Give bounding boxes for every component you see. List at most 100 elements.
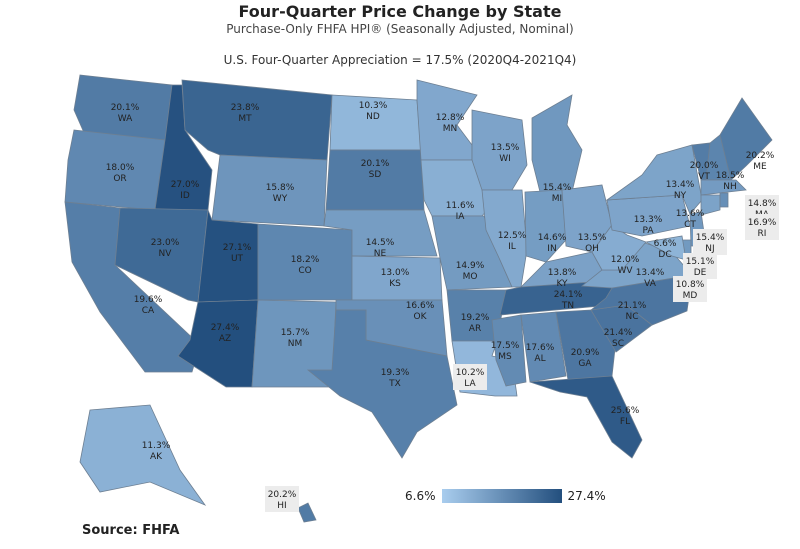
state-value: 16.9% xyxy=(748,218,777,228)
state-abbr: KS xyxy=(389,279,401,289)
state-value: 23.0% xyxy=(151,238,180,248)
state-abbr: VT xyxy=(698,172,710,182)
state-label-fl: 25.6%FL xyxy=(611,406,640,427)
state-ny[interactable] xyxy=(605,144,703,215)
state-abbr: IN xyxy=(547,244,556,254)
state-ak[interactable] xyxy=(79,404,207,506)
state-value: 13.8% xyxy=(548,268,577,278)
state-or[interactable] xyxy=(64,129,166,211)
state-in[interactable] xyxy=(524,189,567,263)
state-ks[interactable] xyxy=(351,255,443,301)
state-label-wy: 15.8%WY xyxy=(266,183,295,204)
state-label-va: 13.4%VA xyxy=(636,268,665,289)
state-abbr: DC xyxy=(658,250,671,260)
state-label-or: 18.0%OR xyxy=(106,163,135,184)
legend-gradient xyxy=(441,489,562,503)
state-abbr: MS xyxy=(498,352,512,362)
state-label-ne: 14.5%NE xyxy=(366,238,395,259)
state-value: 15.1% xyxy=(686,257,715,267)
state-value: 12.0% xyxy=(611,255,640,265)
state-abbr: WY xyxy=(273,194,288,204)
state-label-ny: 13.4%NY xyxy=(666,180,695,201)
state-abbr: AZ xyxy=(219,334,231,344)
state-value: 25.6% xyxy=(611,406,640,416)
state-value: 21.1% xyxy=(618,301,647,311)
state-label-ky: 13.8%KY xyxy=(548,268,577,289)
state-tx[interactable] xyxy=(306,309,458,459)
state-ri[interactable] xyxy=(719,192,729,208)
state-label-nm: 15.7%NM xyxy=(281,328,310,349)
state-ma[interactable] xyxy=(700,179,747,196)
state-value: 14.8% xyxy=(748,199,777,209)
label-box xyxy=(693,229,727,255)
state-label-nc: 21.1%NC xyxy=(618,301,647,322)
state-abbr: AR xyxy=(469,324,481,334)
state-abbr: MO xyxy=(463,272,478,282)
state-value: 18.0% xyxy=(106,163,135,173)
state-abbr: NJ xyxy=(705,244,714,254)
state-label-mi: 15.4%MI xyxy=(543,183,572,204)
state-hi[interactable] xyxy=(297,502,317,523)
state-ct[interactable] xyxy=(700,194,721,216)
state-value: 13.3% xyxy=(634,215,663,225)
state-label-pa: 13.3%PA xyxy=(634,215,663,236)
state-label-ri: 16.9%RI xyxy=(745,214,779,240)
state-abbr: NH xyxy=(723,182,737,192)
state-value: 12.5% xyxy=(498,231,527,241)
state-value: 16.6% xyxy=(406,301,435,311)
state-nv[interactable] xyxy=(114,207,209,303)
state-value: 13.4% xyxy=(636,268,665,278)
state-abbr: PA xyxy=(642,226,654,236)
state-label-mo: 14.9%MO xyxy=(456,261,485,282)
state-abbr: KY xyxy=(556,279,568,289)
state-label-ga: 20.9%GA xyxy=(571,348,600,369)
state-label-md: 10.8%MD xyxy=(673,276,707,302)
state-abbr: OH xyxy=(585,244,599,254)
state-value: 19.6% xyxy=(134,295,163,305)
page-title: Four-Quarter Price Change by State xyxy=(238,2,562,21)
state-value: 18.2% xyxy=(291,255,320,265)
state-value: 17.5% xyxy=(491,341,520,351)
state-value: 20.0% xyxy=(690,161,719,171)
state-label-al: 17.6%AL xyxy=(526,343,555,364)
state-value: 13.4% xyxy=(666,180,695,190)
state-abbr: NC xyxy=(625,312,638,322)
state-value: 13.0% xyxy=(381,268,410,278)
state-mt[interactable] xyxy=(181,79,333,161)
state-label-az: 27.4%AZ xyxy=(211,323,240,344)
state-abbr: CT xyxy=(684,220,696,230)
state-label-nv: 23.0%NV xyxy=(151,238,180,259)
state-abbr: TN xyxy=(561,301,574,311)
state-value: 10.3% xyxy=(359,101,388,111)
state-label-me: 20.2%ME xyxy=(746,151,775,172)
state-label-oh: 13.5%OH xyxy=(578,233,607,254)
state-value: 14.6% xyxy=(538,233,567,243)
state-abbr: ND xyxy=(366,112,380,122)
state-label-wa: 20.1%WA xyxy=(111,103,140,124)
state-ms[interactable] xyxy=(491,314,527,387)
state-label-dc: 6.6%DC xyxy=(654,239,677,260)
state-abbr: MD xyxy=(683,291,698,301)
state-label-mn: 12.8%MN xyxy=(436,113,465,134)
state-fl[interactable] xyxy=(529,375,643,459)
state-label-ms: 17.5%MS xyxy=(491,341,520,362)
state-value: 17.6% xyxy=(526,343,555,353)
state-me[interactable] xyxy=(719,97,773,181)
state-value: 20.2% xyxy=(268,490,297,500)
state-value: 14.5% xyxy=(366,238,395,248)
state-label-ak: 11.3%AK xyxy=(142,441,171,462)
state-il[interactable] xyxy=(481,189,528,288)
state-abbr: AL xyxy=(534,354,545,364)
state-value: 20.1% xyxy=(361,159,390,169)
state-abbr: NY xyxy=(674,191,687,201)
state-al[interactable] xyxy=(520,311,567,383)
state-abbr: VA xyxy=(644,279,657,289)
state-label-nh: 18.5%NH xyxy=(716,171,745,192)
state-label-sd: 20.1%SD xyxy=(361,159,390,180)
state-value: 6.6% xyxy=(654,239,677,249)
state-abbr: DE xyxy=(694,268,707,278)
state-ut[interactable] xyxy=(197,209,259,303)
state-mi[interactable] xyxy=(531,94,583,193)
state-label-co: 18.2%CO xyxy=(291,255,320,276)
